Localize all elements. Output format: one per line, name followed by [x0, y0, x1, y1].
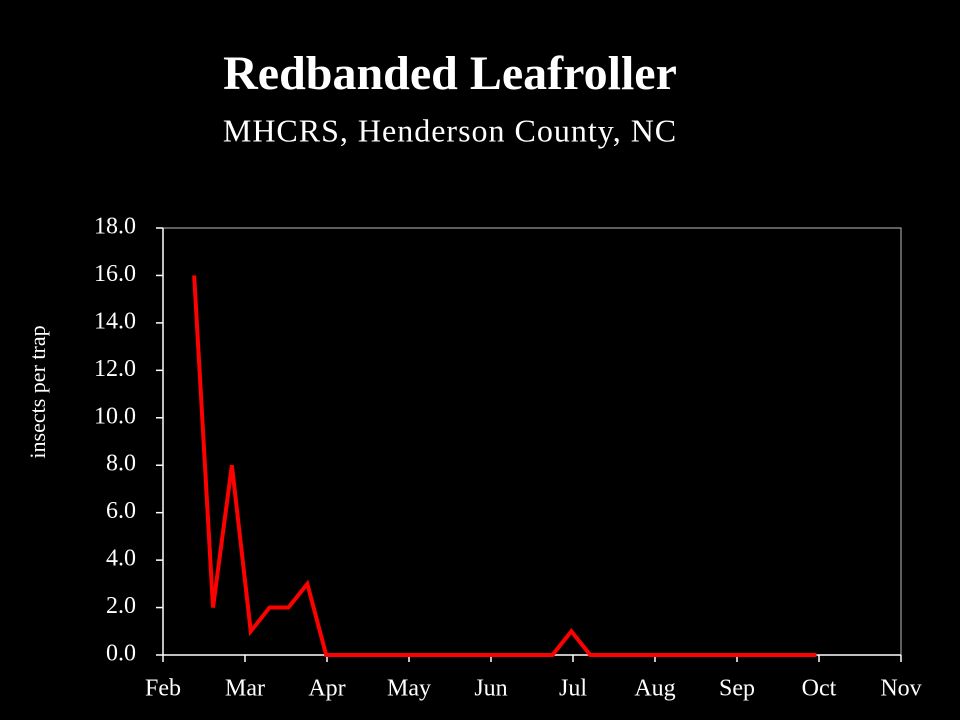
- x-tick-label: May: [387, 676, 431, 702]
- y-tick-label: 10.0: [94, 403, 136, 429]
- chart-subtitle: MHCRS, Henderson County, NC: [223, 112, 677, 148]
- y-tick-label: 8.0: [106, 451, 136, 477]
- y-tick-label: 14.0: [94, 308, 136, 334]
- x-tick-label: Jul: [559, 676, 587, 702]
- y-tick-label: 6.0: [106, 498, 136, 524]
- x-tick-label: Aug: [634, 676, 675, 702]
- x-tick-label: Feb: [145, 676, 181, 702]
- x-tick-label: Jun: [474, 676, 507, 702]
- y-tick-label: 18.0: [94, 214, 136, 240]
- x-tick-label: Mar: [225, 676, 265, 702]
- x-tick-label: Nov: [880, 676, 921, 702]
- chart-title: Redbanded Leafroller: [223, 47, 677, 100]
- x-tick-label: Sep: [719, 676, 755, 702]
- data-line: [192, 275, 817, 657]
- x-tick-label: Oct: [802, 676, 837, 702]
- y-tick-label: 4.0: [106, 546, 136, 572]
- x-tick-label: Apr: [308, 676, 345, 702]
- y-tick-label: 16.0: [94, 261, 136, 287]
- y-axis-label: insects per trap: [25, 325, 50, 458]
- y-tick-label: 2.0: [106, 593, 136, 619]
- y-tick-label: 0.0: [106, 641, 136, 667]
- y-tick-label: 12.0: [94, 356, 136, 382]
